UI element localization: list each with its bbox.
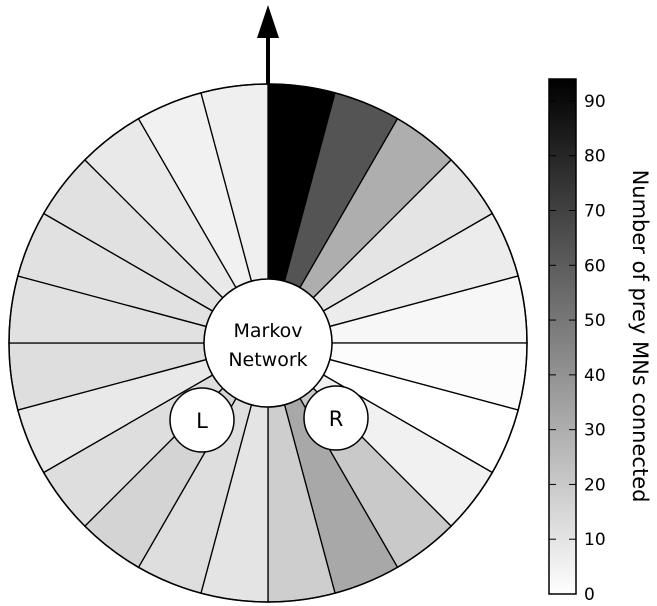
colorbar-tick-label: 90 [584, 92, 606, 112]
left-sensor-label: L [196, 409, 208, 433]
center-label-line1: Markov [233, 320, 302, 342]
colorbar-ticks: 0 10 20 30 40 50 60 70 80 90 [549, 92, 606, 605]
colorbar-tick-label: 50 [584, 311, 606, 331]
colorbar-tick-label: 0 [584, 585, 595, 605]
left-sensor-node: L [169, 387, 235, 453]
colorbar-title: Number of prey MNs connected [628, 170, 652, 503]
heading-arrow [257, 5, 279, 84]
colorbar-tick-label: 80 [584, 147, 606, 167]
markov-network-node: Markov Network [203, 278, 333, 408]
right-sensor-node: R [303, 385, 369, 451]
colorbar-tick-label: 70 [584, 201, 606, 221]
colorbar-tick-label: 10 [584, 530, 606, 550]
colorbar-tick-label: 40 [584, 366, 606, 386]
colorbar-tick-label: 30 [584, 421, 606, 441]
center-label-line2: Network [228, 349, 307, 371]
colorbar-tick-label: 20 [584, 475, 606, 495]
right-sensor-label: R [329, 407, 344, 431]
colorbar-gradient [548, 78, 577, 595]
colorbar-tick-label: 60 [584, 256, 606, 276]
colorbar: 0 10 20 30 40 50 60 70 80 90 Number of prey MNs c… [548, 78, 652, 605]
